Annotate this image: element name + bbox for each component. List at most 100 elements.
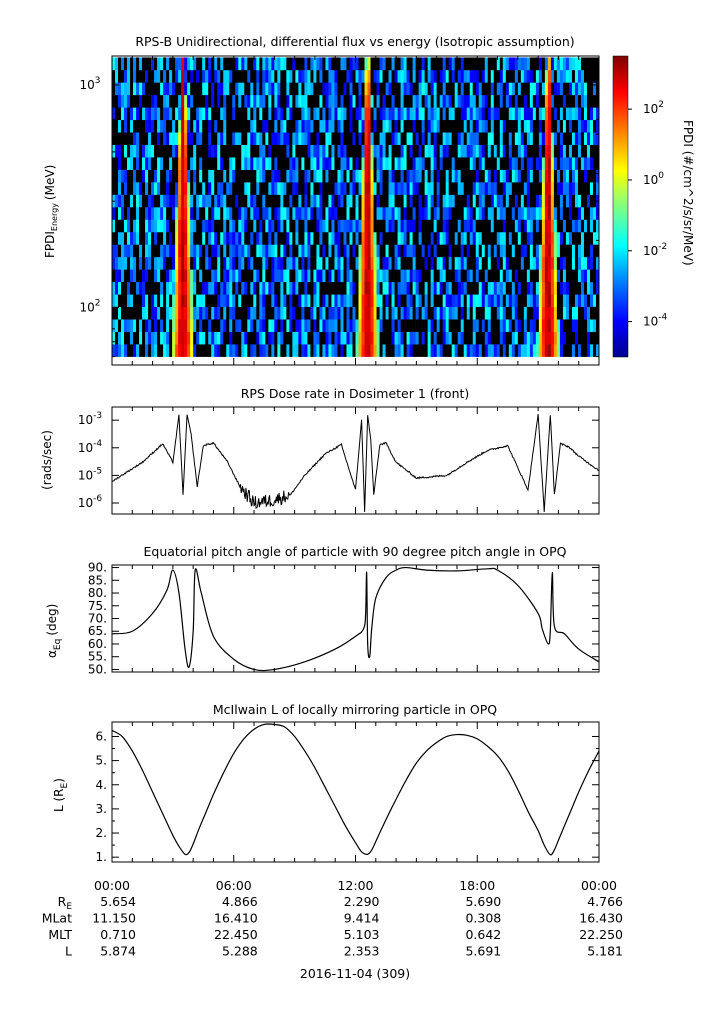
heatmap-cell: [529, 157, 534, 170]
heatmap-cell: [328, 94, 332, 108]
heatmap-cell: [397, 294, 401, 308]
heatmap-cell: [253, 269, 257, 283]
heatmap-cell: [157, 69, 161, 83]
heatmap-cell: [523, 144, 528, 158]
heatmap-cell: [442, 294, 446, 308]
heatmap-cell: [115, 69, 119, 83]
heatmap-cell: [277, 319, 281, 332]
heatmap-cell: [286, 331, 290, 345]
heatmap-cell: [511, 269, 516, 283]
heatmap-cell: [457, 319, 462, 332]
heatmap-cell: [340, 144, 344, 158]
heatmap-cell: [589, 269, 594, 283]
heatmap-cell: [541, 107, 546, 121]
heatmap-cell: [217, 256, 221, 270]
heatmap-cell: [172, 244, 176, 258]
heatmap-cell: [352, 281, 356, 295]
heatmap-cell: [337, 244, 341, 258]
heatmap-cell: [304, 194, 308, 208]
mcilwain-l-frame: [111, 721, 600, 863]
heatmap-cell: [334, 69, 338, 83]
heatmap-cell: [373, 107, 377, 121]
heatmap-cell: [265, 244, 269, 258]
heatmap-cell: [535, 231, 540, 245]
heatmap-cell: [586, 219, 591, 233]
heatmap-cell: [433, 169, 437, 183]
heatmap-cell: [283, 281, 287, 295]
heatmap-cell: [136, 107, 140, 121]
heatmap-cell: [436, 82, 440, 96]
heatmap-cell: [151, 157, 155, 170]
heatmap-cell: [406, 94, 410, 108]
heatmap-cell: [517, 119, 522, 133]
heatmap-cell: [178, 231, 182, 245]
heatmap-cell: [553, 294, 558, 308]
heatmap-cell: [466, 219, 471, 233]
heatmap-cell: [385, 306, 389, 320]
heatmap-cell: [502, 194, 507, 208]
heatmap-cell: [313, 57, 317, 71]
heatmap-cell: [529, 269, 534, 283]
heatmap-cell: [130, 82, 134, 96]
heatmap-cell: [424, 219, 428, 233]
heatmap-cell: [124, 319, 128, 332]
heatmap-cell: [457, 157, 462, 170]
heatmap-cell: [160, 269, 164, 283]
heatmap-cell: [124, 119, 128, 133]
heatmap-cell: [496, 231, 501, 245]
heatmap-cell: [538, 244, 543, 258]
heatmap-cell: [319, 207, 323, 220]
heatmap-cell: [433, 219, 437, 233]
heatmap-cell: [412, 132, 416, 145]
heatmap-cell: [310, 331, 314, 345]
heatmap-cell: [388, 294, 392, 308]
heatmap-cell: [439, 182, 443, 195]
heatmap-cell: [202, 169, 206, 183]
heatmap-cell: [430, 94, 434, 108]
pitch-angle-y-ticks: 90.85.80.75.70.65.60.55.50.: [88, 561, 599, 676]
heatmap-cell: [409, 207, 413, 220]
heatmap-cell: [508, 269, 513, 283]
heatmap-cell: [301, 194, 305, 208]
heatmap-cell: [532, 294, 537, 308]
heatmap-cell: [253, 82, 257, 96]
heatmap-cell: [556, 269, 561, 283]
heatmap-cell: [349, 331, 353, 345]
heatmap-cell: [454, 269, 459, 283]
heatmap-cell: [544, 344, 549, 357]
heatmap-cell: [205, 319, 209, 332]
heatmap-cell: [319, 269, 323, 283]
heatmap-cell: [286, 57, 290, 71]
heatmap-cell: [406, 169, 410, 183]
heatmap-cell: [220, 281, 224, 295]
heatmap-cell: [121, 207, 125, 220]
heatmap-cell: [508, 306, 513, 320]
heatmap-cell: [580, 194, 585, 208]
heatmap-cell: [418, 144, 422, 158]
heatmap-cell: [433, 344, 437, 357]
heatmap-cell: [223, 132, 227, 145]
heatmap-cell: [436, 231, 440, 245]
heatmap-cell: [121, 132, 125, 145]
heatmap-cell: [253, 157, 257, 170]
heatmap-cell: [583, 194, 588, 208]
heatmap-cell: [145, 244, 149, 258]
heatmap-cell: [382, 194, 386, 208]
heatmap-cell: [490, 69, 495, 83]
heatmap-cell: [391, 107, 395, 121]
heatmap-cell: [277, 107, 281, 121]
heatmap-cell: [142, 69, 146, 83]
heatmap-cell: [529, 344, 534, 357]
heatmap-cell: [490, 244, 495, 258]
heatmap-cell: [172, 82, 176, 96]
heatmap-cell: [385, 119, 389, 133]
heatmap-cell: [331, 319, 335, 332]
heatmap-cell: [373, 157, 377, 170]
heatmap-cell: [574, 57, 579, 71]
heatmap-cell: [169, 281, 173, 295]
heatmap-cell: [424, 82, 428, 96]
heatmap-cell: [502, 69, 507, 83]
heatmap-cell: [394, 231, 398, 245]
heatmap-cell: [271, 194, 275, 208]
heatmap-cell: [292, 194, 296, 208]
